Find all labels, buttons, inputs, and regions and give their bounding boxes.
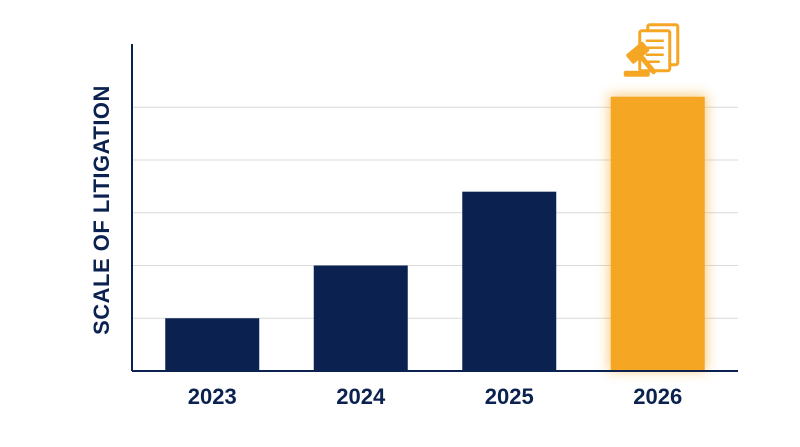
x-tick-label-2024: 2024 xyxy=(336,384,386,409)
bar-2025 xyxy=(462,191,557,371)
bar-2026 xyxy=(610,96,705,371)
x-tick-label-2026: 2026 xyxy=(633,384,682,409)
bar-2024 xyxy=(313,265,408,371)
gavel-documents-icon xyxy=(623,23,680,77)
x-tick-label-2025: 2025 xyxy=(485,384,534,409)
bar-2023 xyxy=(165,318,260,371)
x-tick-label-2023: 2023 xyxy=(188,384,237,409)
bars xyxy=(165,94,707,371)
y-axis-label: SCALE OF LITIGATION xyxy=(89,85,114,335)
x-tick-labels: 2023 2024 2025 2026 xyxy=(188,384,682,409)
